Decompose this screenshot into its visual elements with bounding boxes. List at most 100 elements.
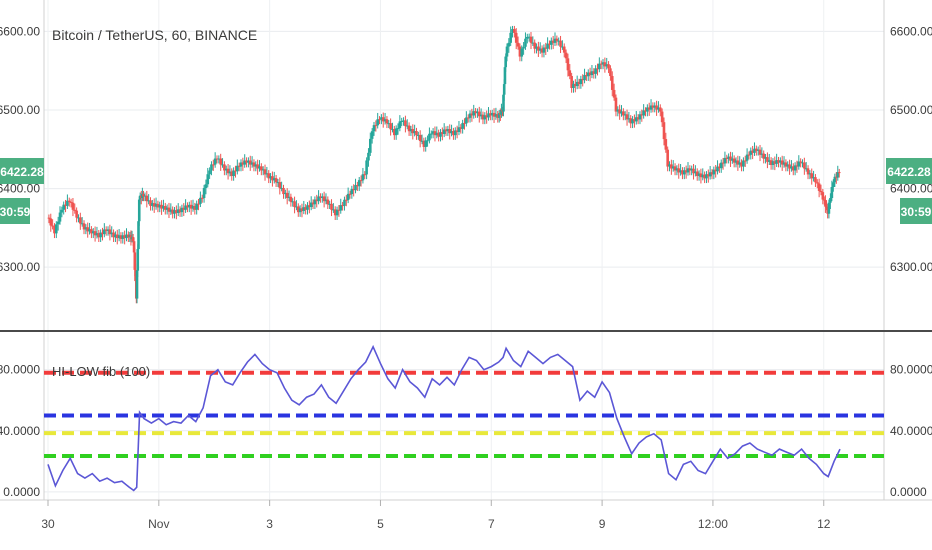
candle-body (295, 206, 298, 208)
countdown-label-left: 30:59 (0, 205, 31, 219)
candle-body (544, 47, 548, 49)
candle-body (60, 209, 64, 213)
indicator-tick-label: 80.0000 (0, 363, 40, 377)
chart-title: Bitcoin / TetherUS, 60, BINANCE (52, 27, 257, 43)
candle-body (158, 204, 162, 208)
candle-body (243, 160, 247, 165)
candle-body (117, 235, 121, 239)
candle-body (442, 129, 446, 134)
candle-body (520, 48, 524, 57)
candle-body (793, 165, 797, 171)
candle-body (269, 176, 272, 179)
candle-body (610, 76, 614, 90)
candle-body (703, 174, 706, 179)
candle-body (463, 122, 466, 124)
candle-body (531, 42, 535, 44)
candle-body (764, 157, 767, 159)
candle-body (119, 235, 123, 239)
candle-body (178, 209, 182, 213)
candle-body (681, 170, 684, 175)
candle-body (187, 204, 191, 208)
candle-body (743, 160, 747, 162)
candle-body (271, 176, 274, 181)
candle-body (239, 162, 243, 167)
price-tick-label: 6400.00 (890, 182, 932, 196)
time-axis-ticks: 30 Nov 3 5 7 9 12:00 12 (41, 500, 831, 531)
candle-body (651, 105, 655, 108)
candle-body (274, 178, 278, 183)
candle-body (326, 199, 330, 205)
candle-body (296, 206, 300, 213)
candle-body (564, 52, 568, 59)
candle-body (701, 174, 705, 178)
candle-body (751, 150, 754, 153)
price-tick-label: 6400.00 (0, 182, 40, 196)
indicator-tick-label: 80.0000 (890, 363, 932, 377)
candle-body (226, 168, 230, 174)
time-tick-label: 9 (599, 517, 606, 531)
time-tick-label: 12:00 (698, 517, 728, 531)
candle-body (546, 43, 549, 49)
candle-body (712, 169, 716, 175)
candle-body (71, 202, 75, 210)
candle-body (55, 224, 58, 234)
price-pane-grid (44, 30, 884, 268)
candle-body (341, 205, 344, 207)
candle-body (56, 221, 60, 225)
candle-body (815, 182, 819, 184)
candle-body (616, 109, 620, 112)
candle-body (365, 160, 368, 175)
candle-body (594, 68, 597, 74)
candle-body (53, 226, 56, 234)
candle-body (103, 229, 106, 235)
indicator-tick-label: 0.0000 (890, 485, 927, 499)
price-tick-label: 6500.00 (890, 103, 932, 117)
candle-body (171, 209, 174, 214)
candle-body (452, 131, 455, 136)
candle-body (369, 138, 372, 153)
candle-body (232, 170, 235, 176)
candle-body (123, 235, 126, 239)
candle-body (784, 162, 788, 167)
candle-body (380, 117, 383, 120)
candle-body (191, 206, 195, 209)
candle-body (391, 129, 394, 131)
candle-body (175, 210, 178, 213)
candle-body (404, 120, 407, 127)
candle-body (629, 118, 633, 124)
candle-body (311, 202, 315, 205)
candle-body (605, 64, 609, 67)
candle-body (415, 131, 418, 136)
candle-body (664, 139, 668, 150)
candle-body (799, 161, 802, 163)
candle-body (260, 166, 263, 171)
candle-body (333, 209, 337, 216)
candle-body (245, 160, 248, 163)
candle-body (483, 115, 487, 120)
candle-body (110, 232, 114, 235)
candle-body (522, 46, 525, 49)
candle-body (614, 97, 618, 112)
candle-body (186, 205, 189, 208)
candle-body (453, 130, 457, 136)
candle-body (125, 234, 128, 239)
candle-body (509, 32, 512, 43)
candle-body (786, 164, 790, 167)
candle-body (208, 170, 211, 175)
candle-body (655, 105, 658, 110)
candle-body (154, 203, 158, 207)
candle-body (732, 158, 736, 163)
candle-body (513, 29, 516, 33)
candle-body (514, 32, 518, 43)
candle-body (254, 164, 258, 167)
candle-body (132, 241, 136, 253)
last-price-label-right: 6422.28 (887, 165, 931, 179)
candle-body (566, 58, 570, 71)
candle-body (581, 78, 585, 81)
candle-body (339, 205, 343, 211)
candle-body (625, 114, 629, 120)
candle-body (367, 152, 370, 161)
candle-body (804, 168, 808, 170)
candle-body (788, 164, 791, 169)
